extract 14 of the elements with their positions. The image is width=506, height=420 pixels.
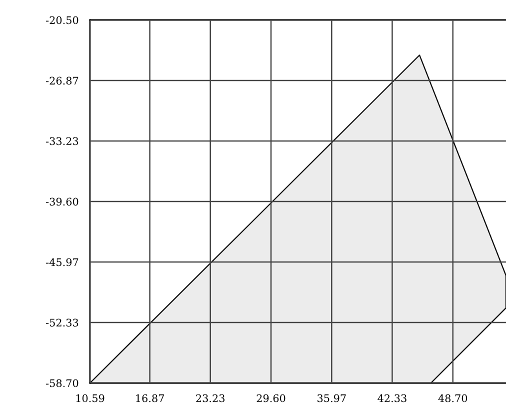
x-tick-label: 23.23 xyxy=(196,394,224,402)
y-tick-label: -52.33 xyxy=(46,318,78,327)
y-tick-label: -26.87 xyxy=(46,76,78,85)
y-tick-label: -45.97 xyxy=(46,258,78,266)
x-tick-label: 16.87 xyxy=(136,394,164,402)
y-tick-label: -58.70 xyxy=(46,379,78,388)
x-tick-label: 29.60 xyxy=(256,394,286,402)
y-tick-label: -33.23 xyxy=(46,137,78,146)
y-tick-label: -39.60 xyxy=(46,198,78,206)
x-tick-label: 10.59 xyxy=(76,394,104,402)
y-tick-label: -20.50 xyxy=(46,16,78,24)
x-tick-label: 48.70 xyxy=(438,394,468,402)
x-tick-label: 35.97 xyxy=(318,394,346,402)
x-tick-label: 42.33 xyxy=(378,394,406,402)
